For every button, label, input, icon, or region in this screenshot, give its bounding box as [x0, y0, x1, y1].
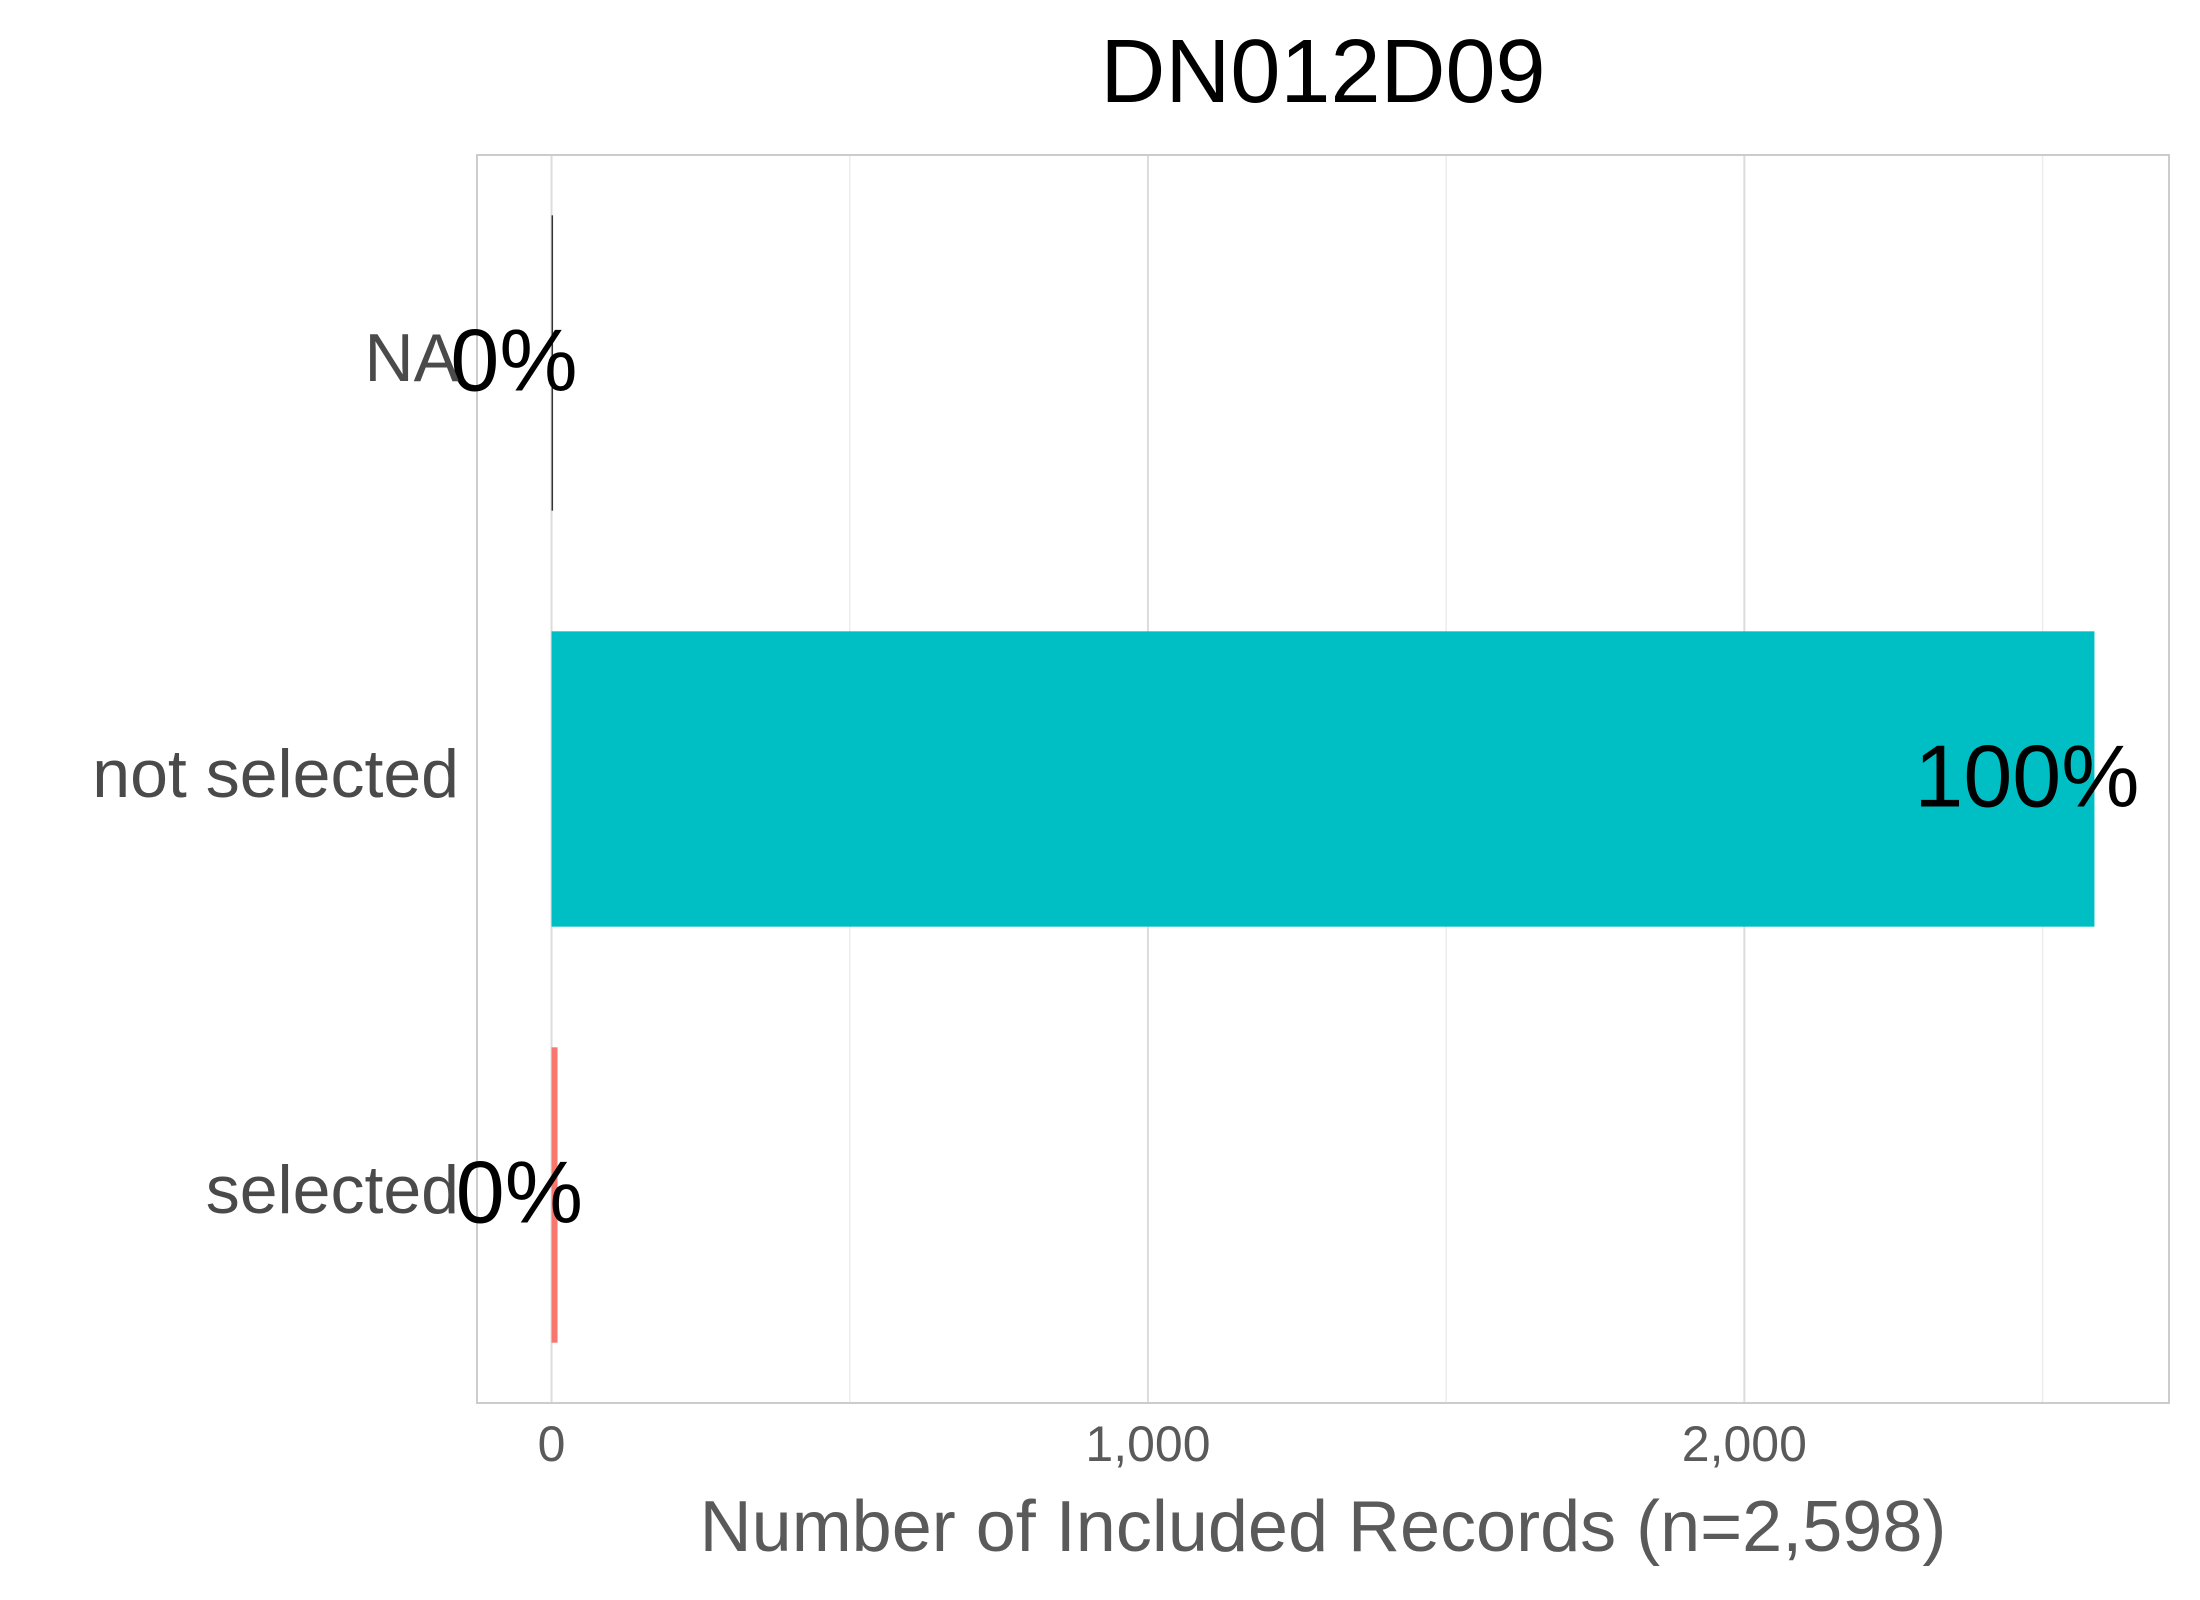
x-tick-label: 1,000 [1085, 1416, 1210, 1472]
y-tick-label: not selected [92, 736, 459, 812]
chart-title: DN012D09 [1100, 22, 1545, 122]
y-tick-label: NA [365, 320, 460, 396]
value-label: 0% [456, 1142, 583, 1241]
bar [551, 631, 2095, 927]
y-tick-label: selected [206, 1152, 459, 1228]
panel-border [476, 154, 2170, 1404]
bar [551, 1047, 558, 1343]
bar [551, 215, 554, 511]
x-axis-title: Number of Included Records (n=2,598) [700, 1487, 1947, 1567]
x-tick-label: 0 [538, 1416, 566, 1472]
x-tick-label: 2,000 [1682, 1416, 1807, 1472]
value-label: 100% [1914, 726, 2139, 825]
value-label: 0% [450, 310, 577, 409]
